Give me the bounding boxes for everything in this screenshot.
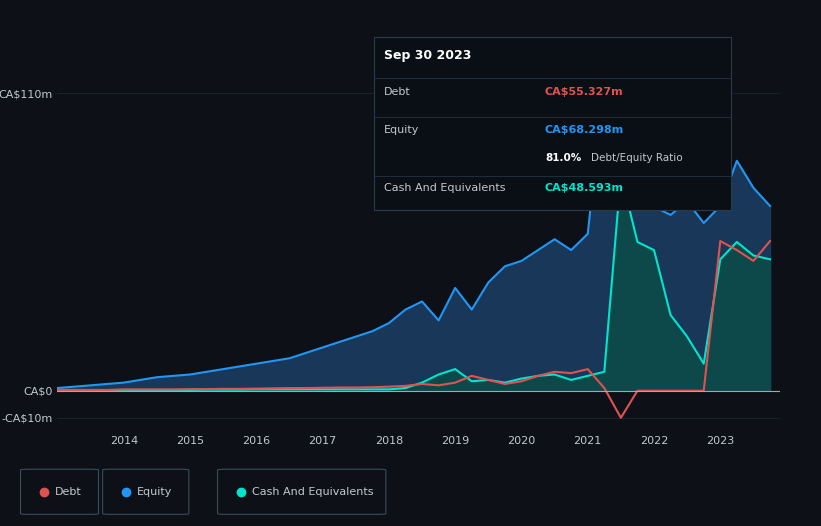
Text: CA$68.298m: CA$68.298m bbox=[545, 125, 624, 135]
Text: Cash And Equivalents: Cash And Equivalents bbox=[252, 487, 374, 497]
Text: Cash And Equivalents: Cash And Equivalents bbox=[384, 183, 506, 193]
Text: 81.0%: 81.0% bbox=[545, 153, 581, 163]
Text: Debt: Debt bbox=[384, 87, 411, 97]
Text: Debt/Equity Ratio: Debt/Equity Ratio bbox=[591, 153, 683, 163]
Text: Debt: Debt bbox=[55, 487, 82, 497]
Text: CA$48.593m: CA$48.593m bbox=[545, 183, 624, 193]
Text: Sep 30 2023: Sep 30 2023 bbox=[384, 49, 471, 62]
Text: Equity: Equity bbox=[384, 125, 420, 135]
Text: Equity: Equity bbox=[137, 487, 172, 497]
Text: CA$55.327m: CA$55.327m bbox=[545, 87, 624, 97]
